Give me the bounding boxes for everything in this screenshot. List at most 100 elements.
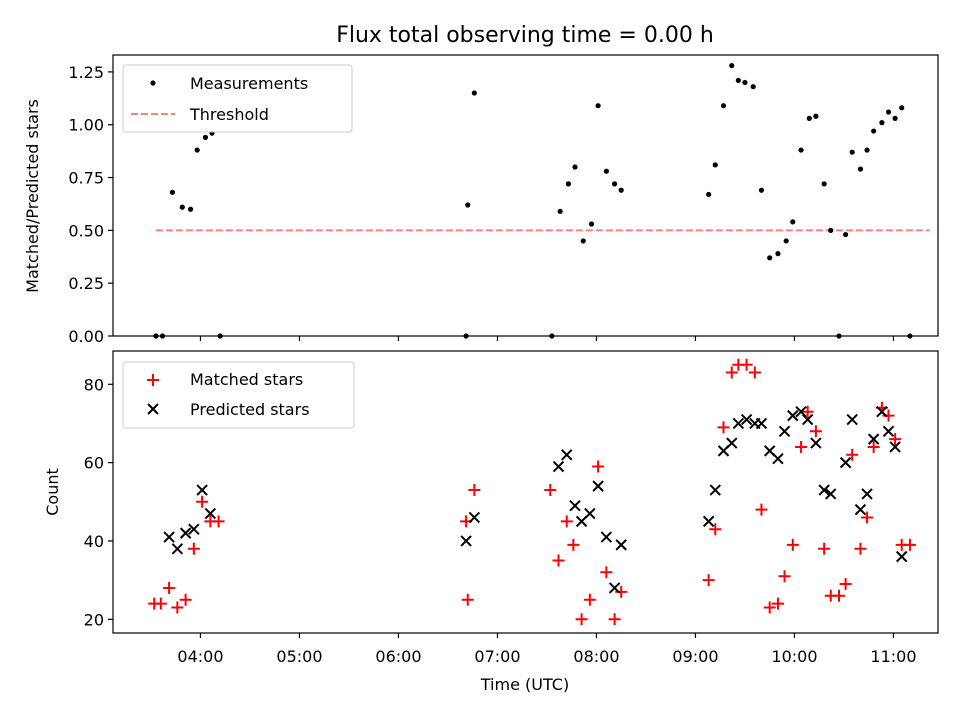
measurement-point xyxy=(790,219,796,225)
measurement-point xyxy=(899,105,905,111)
x-tick-label: 06:00 xyxy=(375,647,421,666)
top-plot-frame xyxy=(112,54,939,337)
matched-star-point xyxy=(763,601,776,614)
measurement-point xyxy=(588,221,595,227)
predicted-star-point xyxy=(882,425,895,437)
measurement-point xyxy=(742,79,748,86)
measurement-point xyxy=(202,134,208,140)
measurement-point xyxy=(849,149,855,155)
matched-star-point xyxy=(179,593,192,606)
bottom-y-tick-label: 40 xyxy=(84,532,104,551)
x-axis-label: Time (UTC) xyxy=(480,675,569,694)
matched-star-point xyxy=(702,574,715,587)
matched-star-point xyxy=(839,578,852,591)
legend-matched-label: Matched stars xyxy=(190,370,303,389)
predicted-star-point xyxy=(839,456,852,469)
predicted-star-point xyxy=(867,433,880,445)
matched-star-point xyxy=(778,570,791,583)
top-y-tick-label: 1.25 xyxy=(68,63,104,82)
predicted-star-point xyxy=(179,527,192,539)
matched-star-point xyxy=(608,613,621,626)
matched-star-point xyxy=(552,554,565,567)
matched-star-point xyxy=(592,460,605,473)
predicted-star-point xyxy=(709,484,721,496)
measurement-point xyxy=(885,109,892,115)
measurement-point xyxy=(179,204,185,210)
predicted-star-point xyxy=(702,515,715,528)
x-tick-label: 10:00 xyxy=(771,647,817,666)
bottom-y-tick-label: 20 xyxy=(84,610,104,629)
bottom-y-axis-label: Count xyxy=(43,468,62,516)
measurement-point xyxy=(720,103,727,109)
measurement-point xyxy=(879,120,885,126)
measurement-point xyxy=(767,255,773,261)
measurement-point xyxy=(706,191,712,198)
measurement-point xyxy=(572,164,578,170)
top-legend-box xyxy=(122,64,353,133)
matched-star-point xyxy=(600,566,613,579)
x-tick-label: 05:00 xyxy=(276,647,322,666)
top-panel: 0.00 0.25 0.50 0.75 1.00 1.25 Matched/Predict… xyxy=(23,54,939,346)
predicted-star-point xyxy=(460,535,472,547)
bottom-plot-area: 20 40 60 80 04:00 05:00 06:00 07:00 08:00 09:00 10… xyxy=(84,358,917,666)
matched-star-point xyxy=(846,448,859,461)
matched-star-point xyxy=(567,538,580,551)
matched-star-point xyxy=(163,581,176,594)
measurement-point xyxy=(565,181,572,187)
top-y-tick-label: 0.00 xyxy=(68,327,104,346)
predicted-star-point xyxy=(801,413,814,426)
predicted-star-point xyxy=(889,441,901,453)
measurement-point xyxy=(806,115,812,121)
top-legend: Measurements Threshold xyxy=(122,64,353,133)
legend-matched-marker xyxy=(147,374,159,386)
predicted-star-point xyxy=(188,523,200,535)
bottom-y-tick-label: 80 xyxy=(84,375,104,394)
measurement-point xyxy=(557,208,563,214)
bottom-y-tick-label: 60 xyxy=(84,454,104,473)
x-tick-label: 07:00 xyxy=(474,647,520,666)
matched-star-point xyxy=(187,542,200,555)
measurement-point xyxy=(187,206,194,212)
matched-star-point xyxy=(709,523,722,536)
top-plot-area: 0.00 0.25 0.50 0.75 1.00 1.25 xyxy=(68,63,930,346)
matched-star-point xyxy=(861,511,874,524)
x-tick-label: 04:00 xyxy=(177,647,223,666)
predicted-star-point xyxy=(778,425,791,437)
matched-star-point xyxy=(889,433,902,446)
matched-star-point xyxy=(171,601,184,614)
legend-measurements-marker xyxy=(150,80,156,86)
measurement-point xyxy=(821,181,827,187)
top-y-tick-label: 0.75 xyxy=(68,169,104,188)
predicted-star-point xyxy=(876,406,888,418)
predicted-star-point xyxy=(552,460,565,473)
measurement-point xyxy=(871,128,877,134)
predicted-star-point xyxy=(584,507,596,520)
predicted-star-point xyxy=(861,488,873,500)
matched-star-point xyxy=(818,542,831,555)
measurement-point xyxy=(828,227,834,233)
measurement-point xyxy=(775,251,781,257)
predicted-star-point xyxy=(615,539,627,551)
predicted-star-point xyxy=(196,484,208,496)
bottom-legend-box xyxy=(122,361,355,429)
predicted-star-point xyxy=(592,480,604,492)
matched-star-point xyxy=(575,613,588,626)
matched-star-point xyxy=(748,366,761,379)
predicted-star-point xyxy=(600,531,613,543)
measurement-point xyxy=(471,90,477,96)
measurement-point xyxy=(735,77,741,83)
measurement-point xyxy=(813,113,819,119)
measurement-point xyxy=(595,103,601,109)
measurement-point xyxy=(783,238,789,244)
predicted-star-point xyxy=(740,413,753,426)
predicted-star-point xyxy=(163,531,175,543)
legend-predicted-label: Predicted stars xyxy=(190,400,310,419)
matched-star-point xyxy=(771,597,784,610)
top-y-tick-label: 0.50 xyxy=(68,221,104,240)
matched-star-point xyxy=(755,503,768,516)
predicted-star-point xyxy=(846,413,858,426)
predicted-star-point xyxy=(825,488,837,500)
matched-star-point xyxy=(583,593,596,606)
matched-star-point xyxy=(854,542,867,555)
predicted-star-point xyxy=(608,582,621,594)
